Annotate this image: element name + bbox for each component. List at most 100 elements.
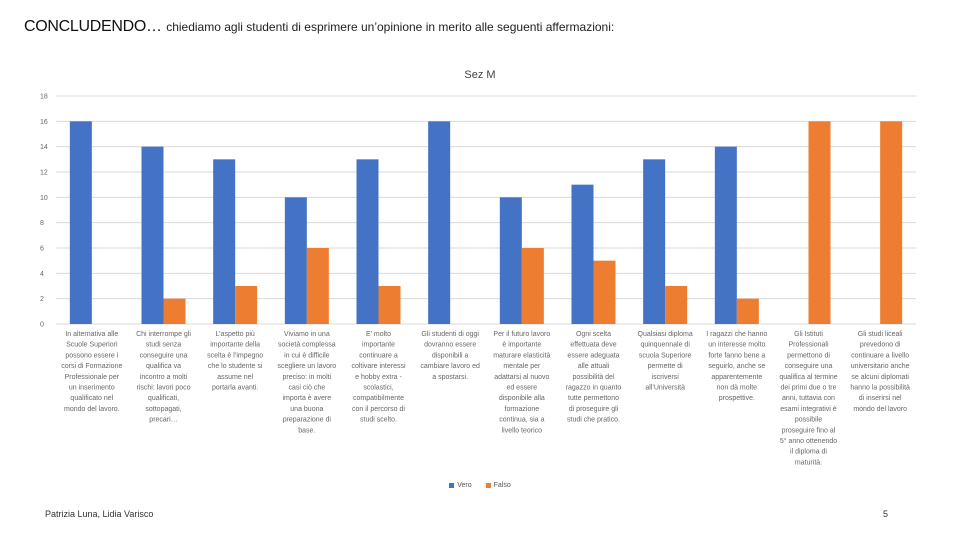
- y-tick-label: 10: [40, 195, 48, 202]
- x-category-label-line: se alcuni diplomati: [851, 374, 909, 381]
- x-category-label-line: qualificato nel: [70, 395, 113, 402]
- x-category-label-line: Gli studi liceali: [858, 331, 903, 338]
- x-category-label-line: mondo del lavoro.: [64, 406, 120, 413]
- x-category-label: In alternativa alle Scuole Superiori posso…: [61, 331, 122, 413]
- y-tick-label: 6: [40, 246, 44, 253]
- x-category-label-line: maturità.: [795, 459, 822, 466]
- x-category-label-line: esami integrativi è: [780, 406, 837, 413]
- x-category-label-line: anni, tuttavia con: [782, 395, 835, 402]
- x-category-label-line: disponibili a: [432, 352, 469, 359]
- x-category-label-line: compatibilmente: [353, 395, 404, 402]
- x-category-label-line: e hobby extra -: [355, 374, 402, 381]
- x-category-label-line: importante: [362, 342, 395, 349]
- x-category-label-line: a spostarsi.: [432, 374, 468, 381]
- x-category-label-line: livello teorico: [502, 427, 543, 434]
- bar-vero-7: [499, 197, 522, 324]
- bar-falso-5: [378, 286, 401, 324]
- heading-subtitle: chiediamo agli studenti di esprimere un’…: [166, 20, 615, 34]
- bar-vero-6: [428, 121, 451, 324]
- legend-item-falso: Falso: [485, 482, 511, 489]
- footer-author: Patrizia Luna, Lidia Varisco: [45, 509, 154, 519]
- bar-vero-4: [284, 197, 307, 324]
- x-category-label-line: continuare a: [359, 352, 398, 359]
- bar-vero-5: [356, 159, 379, 324]
- legend-item-vero: Vero: [449, 482, 472, 489]
- x-category-label-line: In alternativa alle: [65, 331, 118, 338]
- x-category-label-line: di inserirsi nel: [859, 395, 902, 402]
- x-category-label-line: 5° anno ottenendo: [780, 437, 837, 445]
- x-category-label-line: continuare a livello: [851, 352, 909, 359]
- bar-falso-7: [521, 248, 544, 324]
- x-category-label-line: proseguire fino al: [782, 427, 836, 434]
- x-category-label-line: seguirlo, anche se: [708, 363, 765, 370]
- x-category-label-line: forte fanno bene a: [708, 352, 765, 359]
- x-category-label-line: importante della: [210, 342, 260, 349]
- bar-vero-8: [571, 184, 594, 324]
- bar-falso-11: [808, 121, 831, 324]
- x-category-label-line: scelta è l’impegno: [207, 352, 263, 359]
- bar-vero-2: [141, 146, 164, 324]
- x-category-label-line: conseguire una: [140, 352, 188, 359]
- legend-label-vero: Vero: [457, 482, 472, 489]
- x-category-label: L’aspetto più importante della scelta è l’…: [207, 331, 263, 392]
- x-category-label-line: studi senza: [146, 342, 182, 349]
- y-tick-label: 4: [40, 271, 44, 278]
- x-category-label-line: Viviamo in una: [284, 331, 330, 338]
- x-category-label-line: non dà molte: [717, 385, 758, 392]
- x-category-label-line: rischi: lavori poco: [136, 385, 190, 392]
- x-category-label-line: un inserimento: [69, 385, 115, 392]
- x-category-label-line: adattarsi al nuovo: [494, 374, 549, 381]
- x-category-label-line: Per il futuro lavoro: [493, 331, 550, 338]
- x-category-label-line: ed essere: [506, 385, 537, 392]
- x-category-label-line: scegliere un lavoro: [277, 363, 336, 370]
- bar-vero-1: [69, 121, 92, 324]
- bar-vero-3: [213, 159, 236, 324]
- bar-vero-9: [643, 159, 666, 324]
- x-category-label: Qualsiasi diploma quinquennale di scuola S…: [638, 331, 693, 392]
- x-category-label: Gli studenti di oggi dovranno essere dispo…: [420, 331, 480, 381]
- x-category-label-line: prevedono di: [860, 342, 901, 349]
- x-category-label-line: conseguire una: [785, 363, 833, 370]
- x-category-label-line: disponibile alla: [499, 395, 545, 402]
- bar-falso-3: [235, 286, 258, 324]
- x-category-label-line: Gli Istituti: [794, 331, 823, 338]
- bar-falso-12: [880, 121, 903, 324]
- x-category-label-line: universitario anche: [851, 363, 910, 370]
- x-category-label-line: Chi interrompe gli: [136, 331, 191, 338]
- x-category-label-line: Professionale per: [65, 374, 120, 381]
- x-category-label-line: iscriversi: [652, 374, 680, 381]
- y-tick-label: 16: [40, 119, 48, 126]
- x-category-label-line: Professionali: [788, 342, 829, 349]
- x-category-label-line: all’Università: [645, 385, 685, 392]
- x-category-label-line: che lo studente si: [208, 363, 263, 370]
- x-category-label-line: qualifica al termine: [779, 374, 837, 381]
- x-category-label-line: Ogni scelta: [576, 331, 611, 338]
- y-tick-label: 12: [40, 170, 48, 177]
- x-category-label-line: portarla avanti.: [212, 385, 258, 392]
- x-category-label-line: qualifica va: [146, 363, 181, 370]
- x-category-label-line: E’ molto: [366, 331, 391, 338]
- x-category-label: E’ molto importante continuare a coltivare …: [351, 331, 406, 424]
- x-category-label: Gli studi liceali prevedono di continuare …: [850, 331, 910, 413]
- x-category-label-line: società complessa: [278, 342, 336, 349]
- x-category-label-line: una buona: [290, 406, 323, 413]
- x-category-label-line: di proseguire gli: [569, 406, 619, 413]
- legend-swatch-vero: [449, 482, 455, 488]
- x-category-label-line: Scuole Superiori: [66, 342, 118, 349]
- x-category-label-line: apparentemente: [711, 374, 762, 381]
- x-category-label: Per il futuro lavoro è importante maturare…: [493, 331, 550, 434]
- x-category-label-line: possono essere i: [65, 352, 118, 359]
- bar-falso-9: [665, 286, 688, 324]
- x-category-label-line: studi che pratico.: [567, 417, 620, 424]
- x-category-label-line: cambiare lavoro ed: [420, 363, 480, 370]
- legend-label-falso: Falso: [493, 482, 511, 489]
- y-tick-label: 18: [40, 94, 48, 101]
- x-category-label-line: preciso: in molti: [283, 374, 332, 381]
- x-category-label-line: possibile: [795, 417, 822, 424]
- x-category-label-line: con il percorso di: [352, 406, 405, 413]
- x-category-label-line: permettono di: [787, 352, 830, 359]
- x-category-label-line: maturare elasticità: [493, 352, 550, 359]
- x-category-label-line: dei primi due o tre: [780, 385, 836, 392]
- legend-swatch-falso: [485, 482, 491, 488]
- x-category-label-line: L’aspetto più: [216, 331, 255, 338]
